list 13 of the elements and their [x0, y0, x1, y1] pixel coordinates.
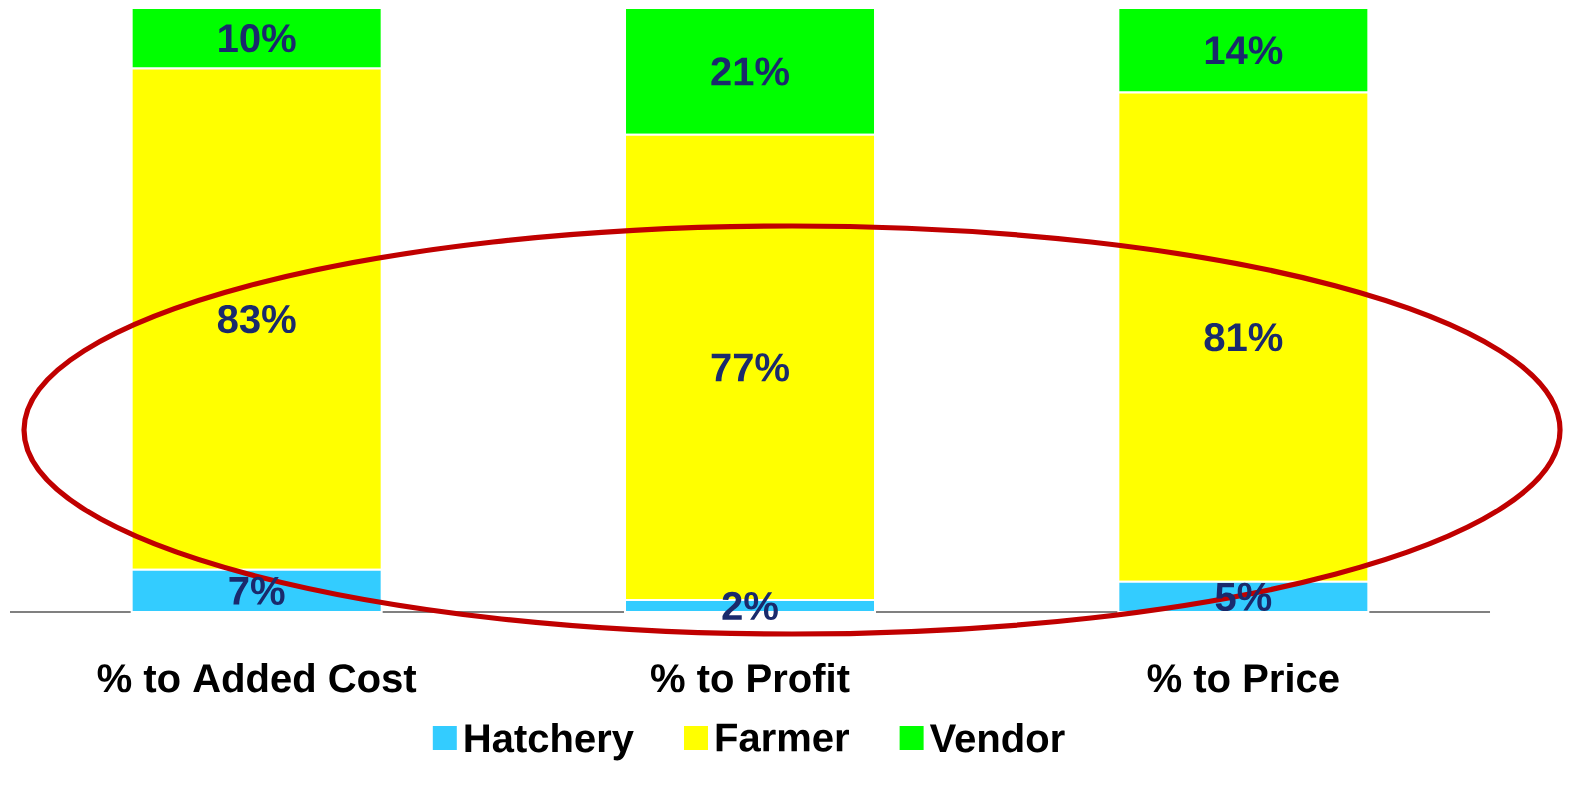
legend-label: Hatchery — [465, 723, 634, 761]
data-label: 10% — [219, 24, 296, 53]
data-label: 21% — [711, 57, 789, 86]
data-label: 83% — [217, 304, 296, 334]
legend-label: Vendor — [929, 723, 1065, 753]
x-tick-label: % to Added Cost — [97, 663, 417, 693]
data-label: 14% — [1205, 36, 1283, 65]
data-label: 81% — [1204, 323, 1283, 352]
x-tick-label: % to Profit — [651, 663, 850, 693]
data-label: 7% — [229, 576, 285, 605]
legend-label: Farmer — [716, 723, 849, 752]
data-label: 77% — [711, 353, 789, 382]
x-tick-label: % to Price — [1147, 663, 1339, 693]
